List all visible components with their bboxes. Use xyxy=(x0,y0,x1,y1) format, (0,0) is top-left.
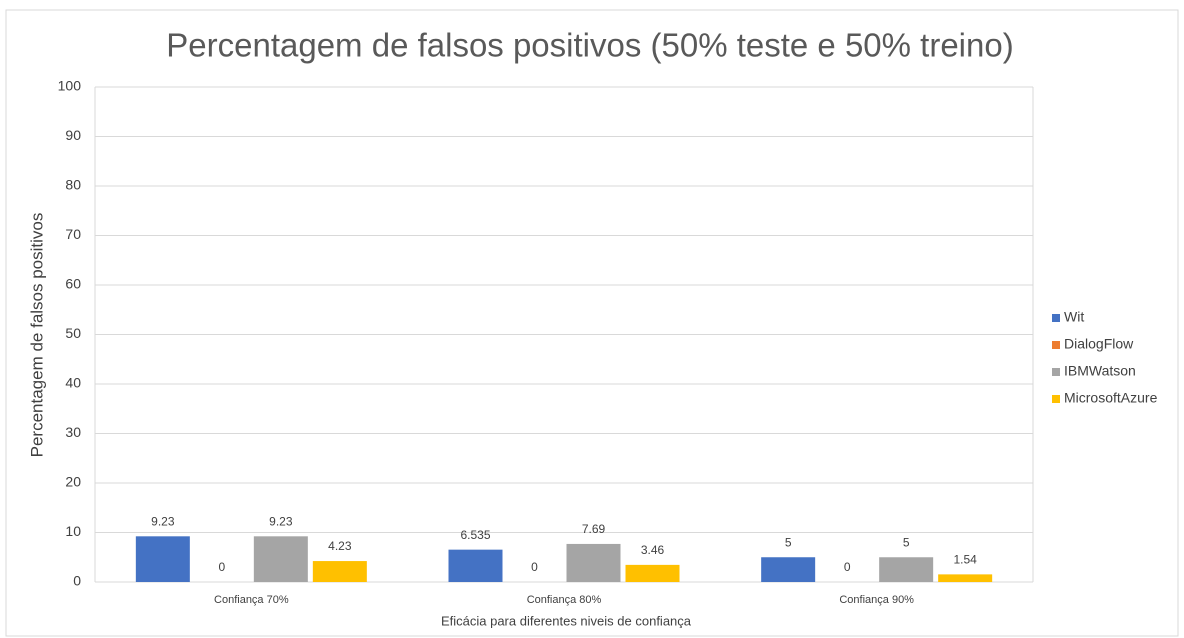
bar xyxy=(879,557,934,582)
y-tick-label: 0 xyxy=(73,573,81,589)
bar xyxy=(938,574,993,582)
legend-label: IBMWatson xyxy=(1064,363,1136,379)
y-tick-label: 60 xyxy=(65,276,81,292)
chart-title: Percentagem de falsos positivos (50% tes… xyxy=(166,27,1013,64)
bar xyxy=(253,536,308,582)
y-tick-label: 50 xyxy=(65,325,81,341)
data-label: 0 xyxy=(531,560,538,574)
y-tick-label: 70 xyxy=(65,226,81,242)
data-label: 4.23 xyxy=(328,539,352,553)
chart-frame xyxy=(5,9,1179,637)
data-label: 3.46 xyxy=(641,543,665,557)
y-tick-label: 100 xyxy=(58,78,82,94)
data-label: 9.23 xyxy=(269,514,293,528)
bar xyxy=(761,557,816,582)
x-tick-label: Confiança 70% xyxy=(214,594,289,606)
bar xyxy=(566,543,621,582)
data-label: 5 xyxy=(903,535,910,549)
data-label: 1.54 xyxy=(953,553,977,567)
legend-swatch xyxy=(1052,395,1060,403)
legend-label: MicrosoftAzure xyxy=(1064,390,1158,406)
bar xyxy=(448,549,503,582)
bar xyxy=(312,561,367,582)
y-tick-label: 30 xyxy=(65,424,81,440)
legend-swatch xyxy=(1052,341,1060,349)
legend-label: DialogFlow xyxy=(1064,336,1134,352)
y-tick-label: 40 xyxy=(65,375,81,391)
legend-label: Wit xyxy=(1064,309,1084,325)
y-axis-title: Percentagem de falsos positivos xyxy=(27,213,46,458)
data-label: 6.535 xyxy=(460,528,490,542)
data-label: 7.69 xyxy=(582,522,606,536)
bar xyxy=(135,536,190,582)
data-label: 0 xyxy=(218,560,225,574)
y-tick-label: 20 xyxy=(65,474,81,490)
x-axis-title: Eficácia para diferentes niveis de confi… xyxy=(441,613,692,628)
data-label: 0 xyxy=(844,560,851,574)
x-tick-label: Confiança 80% xyxy=(527,594,602,606)
y-tick-label: 80 xyxy=(65,177,81,193)
legend-swatch xyxy=(1052,368,1060,376)
bar xyxy=(625,564,680,582)
y-tick-label: 10 xyxy=(65,523,81,539)
y-tick-label: 90 xyxy=(65,127,81,143)
data-label: 5 xyxy=(785,535,792,549)
x-tick-label: Confiança 90% xyxy=(839,594,914,606)
legend-swatch xyxy=(1052,314,1060,322)
data-label: 9.23 xyxy=(151,514,175,528)
